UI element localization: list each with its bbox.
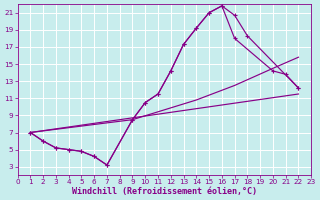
X-axis label: Windchill (Refroidissement éolien,°C): Windchill (Refroidissement éolien,°C) (72, 187, 257, 196)
